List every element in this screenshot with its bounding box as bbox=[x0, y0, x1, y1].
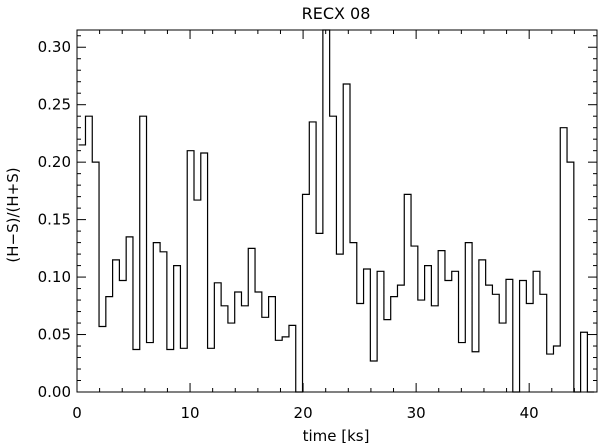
x-tick-label: 30 bbox=[407, 404, 426, 422]
x-axis-label: time [ks] bbox=[303, 427, 370, 443]
plot-area-border bbox=[76, 29, 598, 393]
y-tick-label: 0.10 bbox=[38, 268, 71, 286]
y-axis-label: (H−S)/(H+S) bbox=[4, 167, 22, 262]
x-tick-label: 40 bbox=[520, 404, 539, 422]
chart-title: RECX 08 bbox=[302, 4, 371, 23]
series-step-line bbox=[78, 29, 595, 393]
x-tick-label: 0 bbox=[72, 404, 82, 422]
y-tick-label: 0.15 bbox=[38, 211, 71, 229]
y-tick-label: 0.25 bbox=[38, 96, 71, 114]
axis-ticks: 0 10 20 30 40 0.00 0.05 0.10 0.15 0.20 0.25 0.30 bbox=[38, 30, 598, 422]
plot-frame bbox=[76, 29, 598, 393]
x-tick-label: 20 bbox=[294, 404, 313, 422]
y-tick-label: 0.20 bbox=[38, 153, 71, 171]
series-group bbox=[78, 29, 595, 393]
y-tick-label: 0.30 bbox=[38, 38, 71, 56]
y-tick-label: 0.00 bbox=[38, 383, 71, 401]
y-tick-label: 0.05 bbox=[38, 326, 71, 344]
x-tick-label: 10 bbox=[180, 404, 199, 422]
